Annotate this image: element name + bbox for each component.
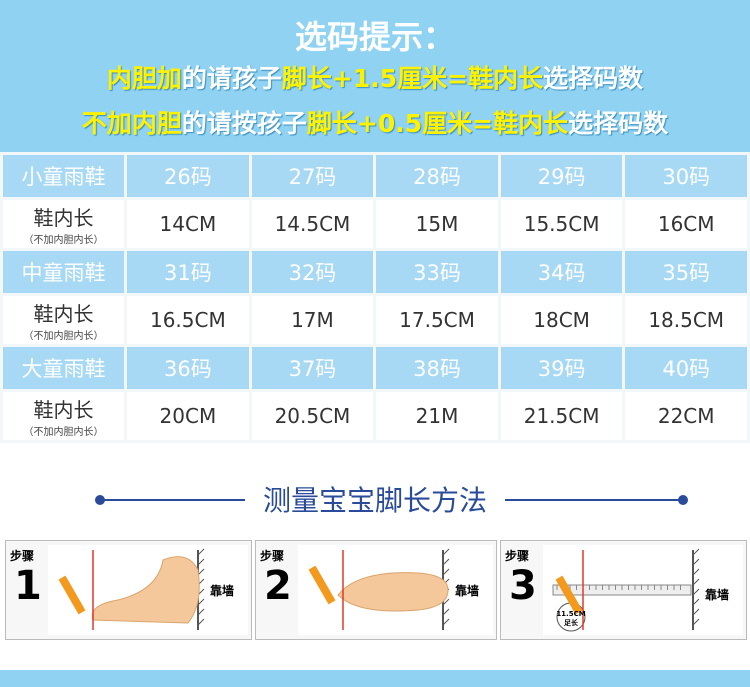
- wall-label: 靠墙: [705, 587, 729, 602]
- length: 14CM: [127, 200, 249, 248]
- size: 40码: [625, 347, 747, 389]
- length: 17M: [251, 296, 374, 344]
- size: 29码: [500, 155, 623, 197]
- length: 15M: [376, 200, 498, 248]
- rule-text: 脚长+0.5厘米=鞋内长: [306, 109, 569, 138]
- length: 20.5CM: [251, 392, 374, 440]
- rule-text: 的请按孩子: [181, 109, 307, 138]
- length-row: 鞋内长 （不加内胆内长） 20CM 20.5CM 21M 21.5CM 22CM: [3, 392, 747, 440]
- rule-line: 不加内胆的请按孩子脚长+0.5厘米=鞋内长选择码数: [0, 101, 750, 146]
- length: 16CM: [625, 200, 747, 248]
- size-row: 中童雨鞋 31码 32码 33码 34码 35码: [3, 251, 747, 293]
- length-sublabel: （不加内胆内长）: [23, 235, 104, 246]
- length-label-cell: 鞋内长 （不加内胆内长）: [3, 392, 125, 440]
- size-table: 小童雨鞋 26码 27码 28码 29码 30码鞋内长 （不加内胆内长） 14CM 14.5CM…: [0, 152, 750, 443]
- length: 21.5CM: [500, 392, 623, 440]
- length: 18CM: [500, 296, 623, 344]
- step-number: 3: [509, 563, 537, 609]
- rule-text: 内胆加: [106, 64, 182, 93]
- length-label-cell: 鞋内长 （不加内胆内长）: [3, 200, 125, 248]
- length: 21M: [376, 392, 498, 440]
- length: 14.5CM: [251, 200, 374, 248]
- length-sublabel: （不加内胆内长）: [23, 331, 104, 342]
- size: 27码: [251, 155, 374, 197]
- length-label-cell: 鞋内长 （不加内胆内长）: [3, 296, 125, 344]
- step-panel: 步骤 3 靠墙 11.5CM 足长: [500, 540, 747, 640]
- size: 34码: [500, 251, 623, 293]
- size: 36码: [127, 347, 249, 389]
- length: 15.5CM: [500, 200, 623, 248]
- rule-line: 内胆加的请孩子脚长+1.5厘米=鞋内长选择码数: [0, 56, 750, 101]
- size: 32码: [251, 251, 374, 293]
- rule-text: 不加内胆: [81, 109, 182, 138]
- size: 28码: [376, 155, 498, 197]
- length-label: 鞋内长: [33, 302, 94, 326]
- illustration: 靠墙: [48, 545, 248, 635]
- length-label: 鞋内长: [33, 206, 94, 230]
- illustration: 靠墙: [298, 545, 493, 635]
- group-name: 小童雨鞋: [3, 155, 125, 197]
- length-row: 鞋内长 （不加内胆内长） 14CM 14.5CM 15M 15.5CM 16CM: [3, 200, 747, 248]
- step-label: 步骤: [10, 549, 35, 563]
- size: 33码: [376, 251, 498, 293]
- length: 17.5CM: [376, 296, 498, 344]
- length-row: 鞋内长 （不加内胆内长） 16.5CM 17M 17.5CM 18CM 18.5CM: [3, 296, 747, 344]
- step-panel: 步骤 1 靠墙: [5, 540, 252, 640]
- rule-text: 脚长+1.5厘米=鞋内长: [281, 64, 544, 93]
- method-title: 测量宝宝脚长方法: [263, 484, 487, 517]
- length: 20CM: [127, 392, 249, 440]
- header: 选码提示： 内胆加的请孩子脚长+1.5厘米=鞋内长选择码数 不加内胆的请按孩子脚长…: [0, 0, 750, 152]
- step-label: 步骤: [260, 549, 285, 563]
- size-row: 小童雨鞋 26码 27码 28码 29码 30码: [3, 155, 747, 197]
- group-name: 中童雨鞋: [3, 251, 125, 293]
- length: 16.5CM: [127, 296, 249, 344]
- length-label: 鞋内长: [33, 398, 94, 422]
- size: 39码: [500, 347, 623, 389]
- step-number: 1: [14, 563, 42, 609]
- rule-text: 选择码数: [543, 64, 644, 93]
- note: 11.5CM: [556, 610, 585, 618]
- step-number: 2: [264, 563, 292, 609]
- lines: 内胆加的请孩子脚长+1.5厘米=鞋内长选择码数 不加内胆的请按孩子脚长+0.5厘米…: [0, 56, 750, 146]
- group-name: 大童雨鞋: [3, 347, 125, 389]
- rule-text: 的请孩子: [181, 64, 282, 93]
- length: 18.5CM: [625, 296, 747, 344]
- step-panel: 步骤 2 靠墙: [255, 540, 497, 640]
- footer-bar: [0, 670, 750, 687]
- title: 选码提示：: [294, 18, 455, 56]
- size: 26码: [127, 155, 249, 197]
- method-header: 测量宝宝脚长方法: [95, 484, 688, 517]
- size: 37码: [251, 347, 374, 389]
- size: 31码: [127, 251, 249, 293]
- wall-label: 靠墙: [455, 583, 479, 598]
- size: 30码: [625, 155, 747, 197]
- rule-text: 选择码数: [568, 109, 669, 138]
- size: 35码: [625, 251, 747, 293]
- length: 22CM: [625, 392, 747, 440]
- note: 足长: [564, 618, 579, 627]
- wall-label: 靠墙: [210, 583, 234, 598]
- step-label: 步骤: [505, 549, 530, 563]
- size: 38码: [376, 347, 498, 389]
- size-row: 大童雨鞋 36码 37码 38码 39码 40码: [3, 347, 747, 389]
- length-sublabel: （不加内胆内长）: [23, 427, 104, 438]
